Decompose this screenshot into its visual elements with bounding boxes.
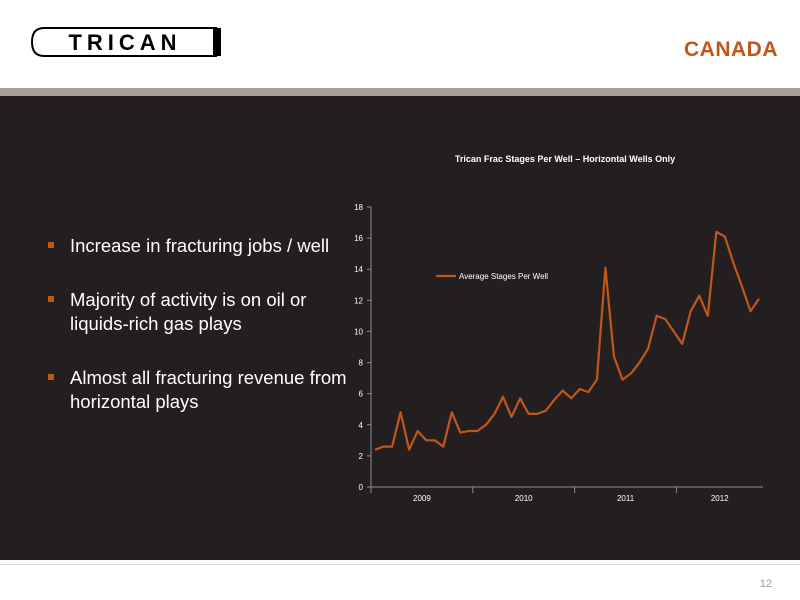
bullet-marker-icon (48, 296, 54, 302)
y-tick-label: 16 (354, 234, 363, 243)
footer: 12 (0, 560, 800, 600)
y-tick-label: 8 (359, 359, 364, 368)
y-tick-label: 14 (354, 265, 363, 274)
bullet-marker-icon (48, 374, 54, 380)
y-tick-label: 18 (354, 203, 363, 212)
bullet-list: Increase in fracturing jobs / well Major… (48, 234, 348, 444)
y-tick-label: 6 (359, 390, 364, 399)
y-tick-label: 2 (359, 452, 364, 461)
bullet-text: Increase in fracturing jobs / well (70, 235, 330, 256)
y-tick-label: 12 (354, 296, 363, 305)
chart-title: Trican Frac Stages Per Well – Horizontal… (454, 154, 676, 164)
series-line (374, 230, 760, 451)
bullet-item: Increase in fracturing jobs / well (48, 234, 348, 258)
y-tick-label: 4 (359, 421, 364, 430)
line-chart: 0 2 4 6 8 10 12 14 16 18 2009 2010 2011 2012 Average S… (354, 203, 763, 503)
content-panel: Increase in fracturing jobs / well Major… (0, 96, 800, 560)
bullet-text: Majority of activity is on oil or liquid… (70, 289, 307, 334)
y-tick-label: 10 (354, 327, 363, 336)
x-year-label: 2009 (413, 494, 431, 503)
logo-text: TRICAN (68, 30, 181, 55)
bullet-text: Almost all fracturing revenue from horiz… (70, 367, 347, 412)
x-year-label: 2010 (515, 494, 533, 503)
footer-divider (0, 564, 800, 565)
bullet-item: Almost all fracturing revenue from horiz… (48, 366, 348, 414)
legend-label: Average Stages Per Well (459, 272, 548, 281)
page-number: 12 (759, 578, 772, 590)
bullet-marker-icon (48, 242, 54, 248)
header-stripe (0, 88, 800, 96)
x-year-label: 2012 (711, 494, 729, 503)
trican-logo: TRICAN (30, 27, 221, 57)
y-tick-label: 0 (359, 483, 364, 492)
bullet-item: Majority of activity is on oil or liquid… (48, 288, 348, 336)
header: TRICAN CANADA (0, 0, 800, 88)
region-title: CANADA (684, 38, 778, 61)
x-year-label: 2011 (617, 494, 635, 503)
